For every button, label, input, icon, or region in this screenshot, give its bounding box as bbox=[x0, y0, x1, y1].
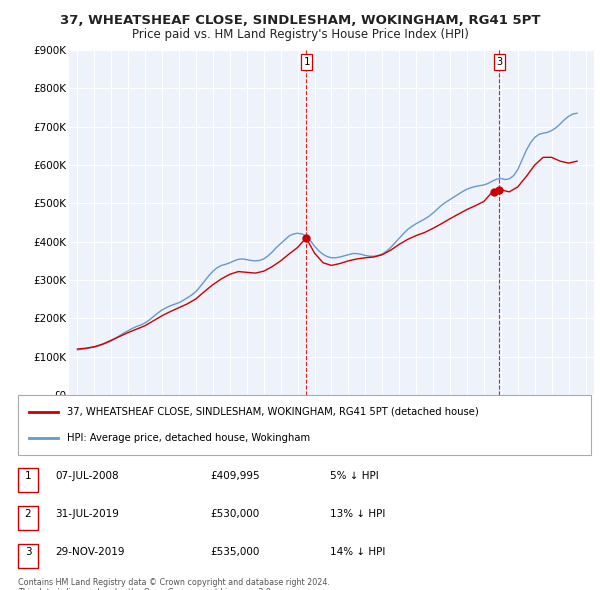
Text: HPI: Average price, detached house, Wokingham: HPI: Average price, detached house, Woki… bbox=[67, 433, 310, 443]
Text: 37, WHEATSHEAF CLOSE, SINDLESHAM, WOKINGHAM, RG41 5PT (detached house): 37, WHEATSHEAF CLOSE, SINDLESHAM, WOKING… bbox=[67, 407, 478, 417]
Text: Contains HM Land Registry data © Crown copyright and database right 2024.
This d: Contains HM Land Registry data © Crown c… bbox=[18, 578, 330, 590]
Text: 2: 2 bbox=[25, 509, 31, 519]
Text: 1: 1 bbox=[25, 471, 31, 481]
Text: £530,000: £530,000 bbox=[210, 509, 259, 519]
FancyBboxPatch shape bbox=[18, 395, 591, 455]
Text: 14% ↓ HPI: 14% ↓ HPI bbox=[330, 547, 385, 557]
Text: 07-JUL-2008: 07-JUL-2008 bbox=[55, 471, 119, 481]
Text: £535,000: £535,000 bbox=[210, 547, 259, 557]
Text: 29-NOV-2019: 29-NOV-2019 bbox=[55, 547, 125, 557]
Text: Price paid vs. HM Land Registry's House Price Index (HPI): Price paid vs. HM Land Registry's House … bbox=[131, 28, 469, 41]
Text: 5% ↓ HPI: 5% ↓ HPI bbox=[330, 471, 379, 481]
Text: £409,995: £409,995 bbox=[210, 471, 260, 481]
Text: 13% ↓ HPI: 13% ↓ HPI bbox=[330, 509, 385, 519]
Text: 37, WHEATSHEAF CLOSE, SINDLESHAM, WOKINGHAM, RG41 5PT: 37, WHEATSHEAF CLOSE, SINDLESHAM, WOKING… bbox=[60, 14, 540, 27]
Text: 3: 3 bbox=[496, 57, 503, 67]
Text: 1: 1 bbox=[304, 57, 310, 67]
Text: 31-JUL-2019: 31-JUL-2019 bbox=[55, 509, 119, 519]
Text: 3: 3 bbox=[25, 547, 31, 557]
